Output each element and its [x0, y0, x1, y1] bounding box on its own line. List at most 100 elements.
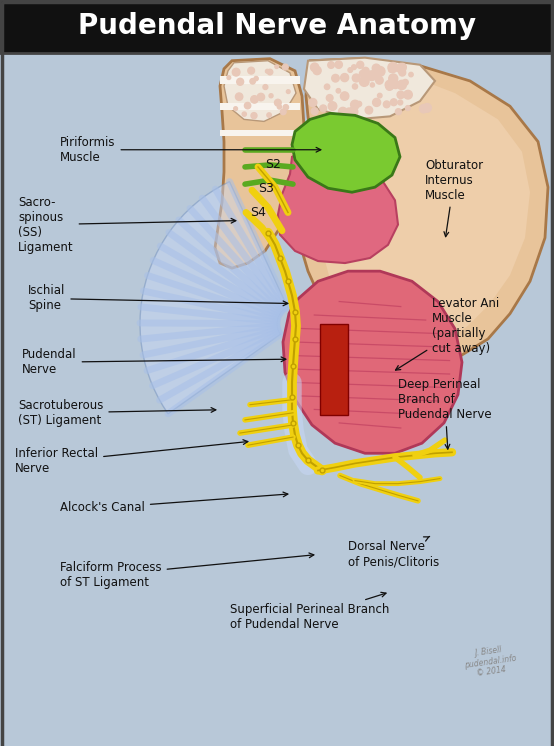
Text: Obturator
Internus
Muscle: Obturator Internus Muscle [425, 159, 483, 236]
Text: Pudendal
Nerve: Pudendal Nerve [22, 348, 286, 376]
Circle shape [310, 63, 319, 72]
Circle shape [237, 78, 244, 85]
Bar [220, 76, 300, 84]
Text: Sacro-
spinous
(SS)
Ligament: Sacro- spinous (SS) Ligament [18, 195, 236, 254]
Circle shape [396, 109, 401, 115]
Text: Dorsal Nerve
of Penis/Clitoris: Dorsal Nerve of Penis/Clitoris [348, 536, 439, 568]
Circle shape [409, 72, 413, 77]
Circle shape [267, 113, 271, 117]
Polygon shape [304, 57, 435, 119]
Circle shape [346, 108, 352, 114]
Circle shape [328, 62, 335, 69]
Circle shape [399, 69, 406, 76]
Circle shape [403, 79, 408, 85]
Polygon shape [292, 113, 400, 192]
Circle shape [376, 66, 385, 76]
Text: Levator Ani
Muscle
(partially
cut away): Levator Ani Muscle (partially cut away) [396, 297, 499, 370]
Bar [220, 103, 300, 110]
Circle shape [360, 70, 366, 77]
Polygon shape [140, 181, 288, 414]
Circle shape [234, 107, 238, 110]
Circle shape [275, 99, 281, 106]
Circle shape [286, 90, 290, 93]
Circle shape [244, 102, 251, 109]
Circle shape [275, 65, 279, 69]
Polygon shape [315, 69, 530, 350]
Circle shape [242, 112, 247, 116]
Polygon shape [215, 59, 304, 268]
Circle shape [348, 68, 352, 72]
Circle shape [320, 105, 326, 112]
Circle shape [263, 84, 268, 90]
Circle shape [283, 104, 289, 110]
Circle shape [365, 107, 373, 114]
Circle shape [341, 92, 349, 100]
Text: Deep Perineal
Branch of
Pudendal Nerve: Deep Perineal Branch of Pudendal Nerve [398, 378, 491, 449]
Bar [0, 0, 554, 53]
Bar [220, 130, 300, 136]
Text: S3: S3 [258, 182, 274, 195]
Circle shape [235, 93, 243, 101]
Circle shape [352, 84, 357, 89]
Circle shape [392, 83, 398, 88]
Circle shape [250, 78, 255, 84]
Circle shape [341, 74, 348, 81]
Text: S4: S4 [250, 206, 266, 219]
Bar [320, 324, 348, 415]
Circle shape [362, 67, 369, 75]
Text: S2: S2 [265, 158, 281, 172]
Circle shape [419, 104, 428, 113]
Text: J. Bisell
pudendal.info
© 2014: J. Bisell pudendal.info © 2014 [462, 643, 518, 680]
Circle shape [398, 100, 403, 105]
Circle shape [352, 74, 360, 82]
Circle shape [278, 104, 281, 109]
Circle shape [248, 67, 254, 74]
Text: Sacrotuberous
(ST) Ligament: Sacrotuberous (ST) Ligament [18, 399, 216, 427]
Circle shape [391, 98, 397, 106]
Circle shape [338, 107, 347, 116]
Text: Falciform Process
of ST Ligament: Falciform Process of ST Ligament [60, 553, 314, 589]
Circle shape [372, 64, 380, 72]
Circle shape [357, 61, 364, 69]
Circle shape [232, 69, 240, 76]
Circle shape [373, 98, 381, 107]
Circle shape [423, 104, 432, 112]
Circle shape [370, 83, 375, 87]
Circle shape [392, 81, 399, 89]
Circle shape [280, 109, 286, 115]
Circle shape [397, 91, 404, 98]
Circle shape [388, 63, 398, 72]
Circle shape [351, 100, 360, 109]
Circle shape [397, 63, 406, 73]
Circle shape [269, 94, 273, 98]
Circle shape [389, 74, 398, 83]
Circle shape [311, 107, 318, 115]
Text: Piriformis
Muscle: Piriformis Muscle [60, 136, 321, 163]
Circle shape [385, 81, 394, 90]
Circle shape [332, 75, 339, 82]
Circle shape [257, 93, 265, 101]
Circle shape [336, 89, 341, 93]
Circle shape [386, 83, 393, 90]
Circle shape [360, 77, 369, 87]
Circle shape [251, 113, 257, 119]
Text: Alcock's Canal: Alcock's Canal [60, 492, 288, 515]
Circle shape [377, 93, 382, 98]
Text: Ischial
Spine: Ischial Spine [28, 284, 288, 313]
Circle shape [406, 106, 411, 110]
Circle shape [357, 101, 362, 107]
Circle shape [352, 65, 356, 69]
Circle shape [335, 61, 342, 69]
Circle shape [399, 63, 406, 70]
Circle shape [265, 69, 269, 73]
Circle shape [383, 101, 390, 107]
Circle shape [367, 71, 377, 81]
Circle shape [326, 95, 333, 101]
Circle shape [388, 67, 394, 72]
Circle shape [375, 76, 379, 81]
Polygon shape [283, 271, 462, 454]
Circle shape [251, 95, 258, 103]
Circle shape [283, 64, 288, 70]
Circle shape [348, 107, 358, 116]
Circle shape [376, 76, 383, 84]
